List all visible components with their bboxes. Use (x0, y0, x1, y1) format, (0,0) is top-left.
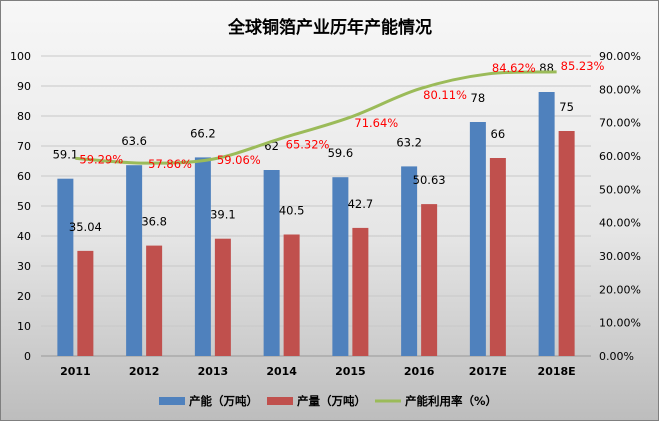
y-tick-label: 10 (17, 320, 31, 333)
x-tick-label: 2015 (335, 365, 366, 378)
utilization-data-label: 80.11% (423, 88, 467, 102)
output-bar (421, 204, 438, 356)
y2-tick-label: 30.00% (599, 250, 641, 263)
x-tick-label: 2014 (266, 365, 297, 378)
legend-label: 产量（万吨） (297, 394, 366, 408)
output-bar (77, 250, 94, 356)
y2-tick-label: 50.00% (599, 183, 641, 196)
output-bar (214, 238, 231, 356)
chart-title: 全球铜箔产业历年产能情况 (227, 17, 432, 38)
utilization-line (75, 70, 557, 165)
output-data-label: 66 (491, 127, 506, 141)
capacity-bar (194, 157, 211, 356)
utilization-data-label: 85.23% (561, 59, 605, 73)
capacity-bar (126, 165, 143, 356)
y2-tick-label: 90.00% (599, 50, 641, 63)
utilization-data-label: 65.32% (286, 137, 330, 151)
y2-tick-label: 20.00% (599, 283, 641, 296)
capacity-data-label: 59.1 (53, 148, 79, 162)
output-data-label: 36.8 (141, 215, 167, 229)
output-bar (146, 245, 163, 356)
output-bar (489, 158, 506, 356)
capacity-bar (469, 122, 486, 356)
x-tick-label: 2011 (60, 365, 91, 378)
y2-tick-label: 0.00% (599, 350, 634, 363)
y-tick-label: 90 (17, 80, 31, 93)
x-tick-label: 2016 (404, 365, 435, 378)
y-tick-label: 0 (24, 350, 31, 363)
y-tick-label: 20 (17, 290, 31, 303)
output-data-label: 50.63 (413, 173, 446, 187)
x-tick-label: 2017E (469, 365, 507, 378)
utilization-data-label: 59.06% (217, 153, 261, 167)
capacity-data-label: 63.6 (121, 134, 147, 148)
y-tick-label: 80 (17, 110, 31, 123)
utilization-data-label: 59.29% (79, 152, 123, 166)
capacity-bar (57, 178, 74, 356)
capacity-bar (538, 92, 555, 356)
capacity-data-label: 59.6 (328, 146, 354, 160)
y-tick-label: 50 (17, 200, 31, 213)
legend-swatch (267, 397, 293, 405)
y2-tick-label: 10.00% (599, 317, 641, 330)
x-tick-label: 2018E (538, 365, 576, 378)
output-data-label: 42.7 (348, 197, 374, 211)
output-bar (283, 234, 300, 356)
capacity-bar (332, 177, 349, 356)
legend-swatch (159, 397, 185, 405)
capacity-bar (401, 166, 418, 356)
output-data-label: 40.5 (279, 204, 305, 218)
y-tick-label: 30 (17, 260, 31, 273)
capacity-bar (263, 170, 280, 356)
capacity-data-label: 78 (471, 91, 486, 105)
output-data-label: 75 (559, 100, 574, 114)
y2-tick-label: 70.00% (599, 117, 641, 130)
utilization-data-label: 57.86% (148, 157, 192, 171)
x-tick-label: 2012 (129, 365, 160, 378)
output-data-label: 35.04 (69, 220, 102, 234)
y2-tick-label: 80.00% (599, 83, 641, 96)
output-bar (558, 131, 575, 356)
y-tick-label: 60 (17, 170, 31, 183)
output-data-label: 39.1 (210, 208, 236, 222)
capacity-data-label: 63.2 (396, 135, 422, 149)
utilization-data-label: 71.64% (354, 116, 398, 130)
utilization-data-label: 84.62% (492, 61, 536, 75)
capacity-data-label: 66.2 (190, 126, 216, 140)
legend-label: 产能（万吨） (189, 394, 258, 408)
y2-tick-label: 60.00% (599, 150, 641, 163)
output-bar (352, 227, 369, 356)
y-tick-label: 40 (17, 230, 31, 243)
x-tick-label: 2013 (198, 365, 229, 378)
legend-label: 产能利用率（%） (405, 394, 497, 408)
y-tick-label: 100 (10, 50, 31, 63)
y2-tick-label: 40.00% (599, 217, 641, 230)
y-tick-label: 70 (17, 140, 31, 153)
